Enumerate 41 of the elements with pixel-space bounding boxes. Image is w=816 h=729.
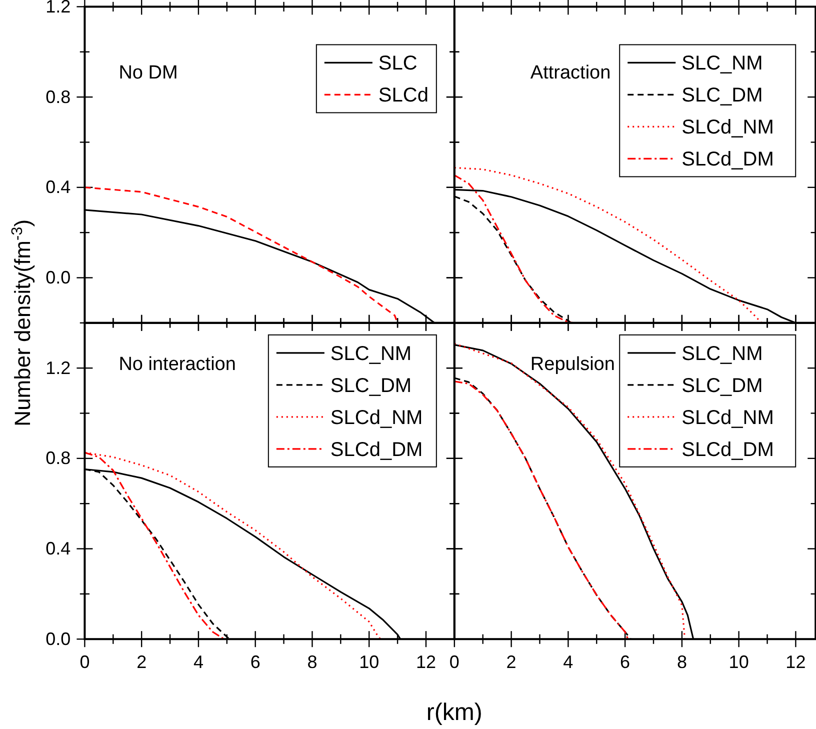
y-tick-label: 0.0 bbox=[46, 628, 71, 649]
x-tick-label: 6 bbox=[250, 652, 260, 672]
x-tick-label: 8 bbox=[307, 652, 318, 672]
legend-label: SLC_DM bbox=[682, 374, 763, 397]
legend-label: SLCd_DM bbox=[330, 438, 423, 461]
y-tick-label: 1.2 bbox=[46, 0, 71, 16]
x-tick-label: 0 bbox=[80, 652, 90, 672]
y-tick-label: 0.4 bbox=[46, 177, 71, 198]
x-tick-label: 2 bbox=[136, 652, 147, 672]
legend-label: SLCd_NM bbox=[330, 406, 423, 429]
annotation: No interaction bbox=[118, 354, 236, 375]
x-tick-label: 0 bbox=[449, 652, 460, 672]
y-tick-label: 1.2 bbox=[46, 358, 71, 378]
x-tick-label: 12 bbox=[786, 652, 806, 672]
x-tick-label: 10 bbox=[728, 652, 749, 672]
legend-label: SLC bbox=[378, 52, 418, 75]
legend-label: SLCd_DM bbox=[682, 438, 774, 461]
legend-label: SLC_NM bbox=[682, 52, 763, 75]
x-tick-label: 12 bbox=[416, 652, 436, 672]
y-tick-label: 0.0 bbox=[46, 267, 71, 288]
legend-label: SLC_DM bbox=[330, 374, 412, 397]
annotation: Attraction bbox=[530, 62, 611, 84]
x-tick-label: 4 bbox=[563, 652, 574, 672]
legend-label: SLCd_NM bbox=[682, 116, 774, 139]
x-tick-label: 4 bbox=[193, 652, 204, 672]
y-tick-label: 0.4 bbox=[46, 538, 71, 559]
y-tick-label: 0.8 bbox=[46, 86, 71, 107]
x-tick-label: 10 bbox=[359, 652, 380, 672]
annotation: No DM bbox=[118, 62, 178, 84]
legend-label: SLC_DM bbox=[682, 84, 763, 107]
legend-label: SLC_NM bbox=[682, 342, 763, 365]
x-tick-label: 2 bbox=[506, 652, 516, 672]
annotation: Repulsion bbox=[530, 354, 615, 375]
x-axis-title: r(km) bbox=[426, 699, 482, 726]
y-tick-label: 0.8 bbox=[46, 448, 71, 468]
legend-label: SLC_NM bbox=[330, 342, 412, 365]
legend-label: SLCd_DM bbox=[682, 148, 774, 171]
legend-label: SLCd bbox=[378, 84, 428, 107]
x-tick-label: 6 bbox=[620, 652, 630, 672]
legend-label: SLCd_NM bbox=[682, 406, 774, 429]
x-tick-label: 8 bbox=[676, 652, 687, 672]
